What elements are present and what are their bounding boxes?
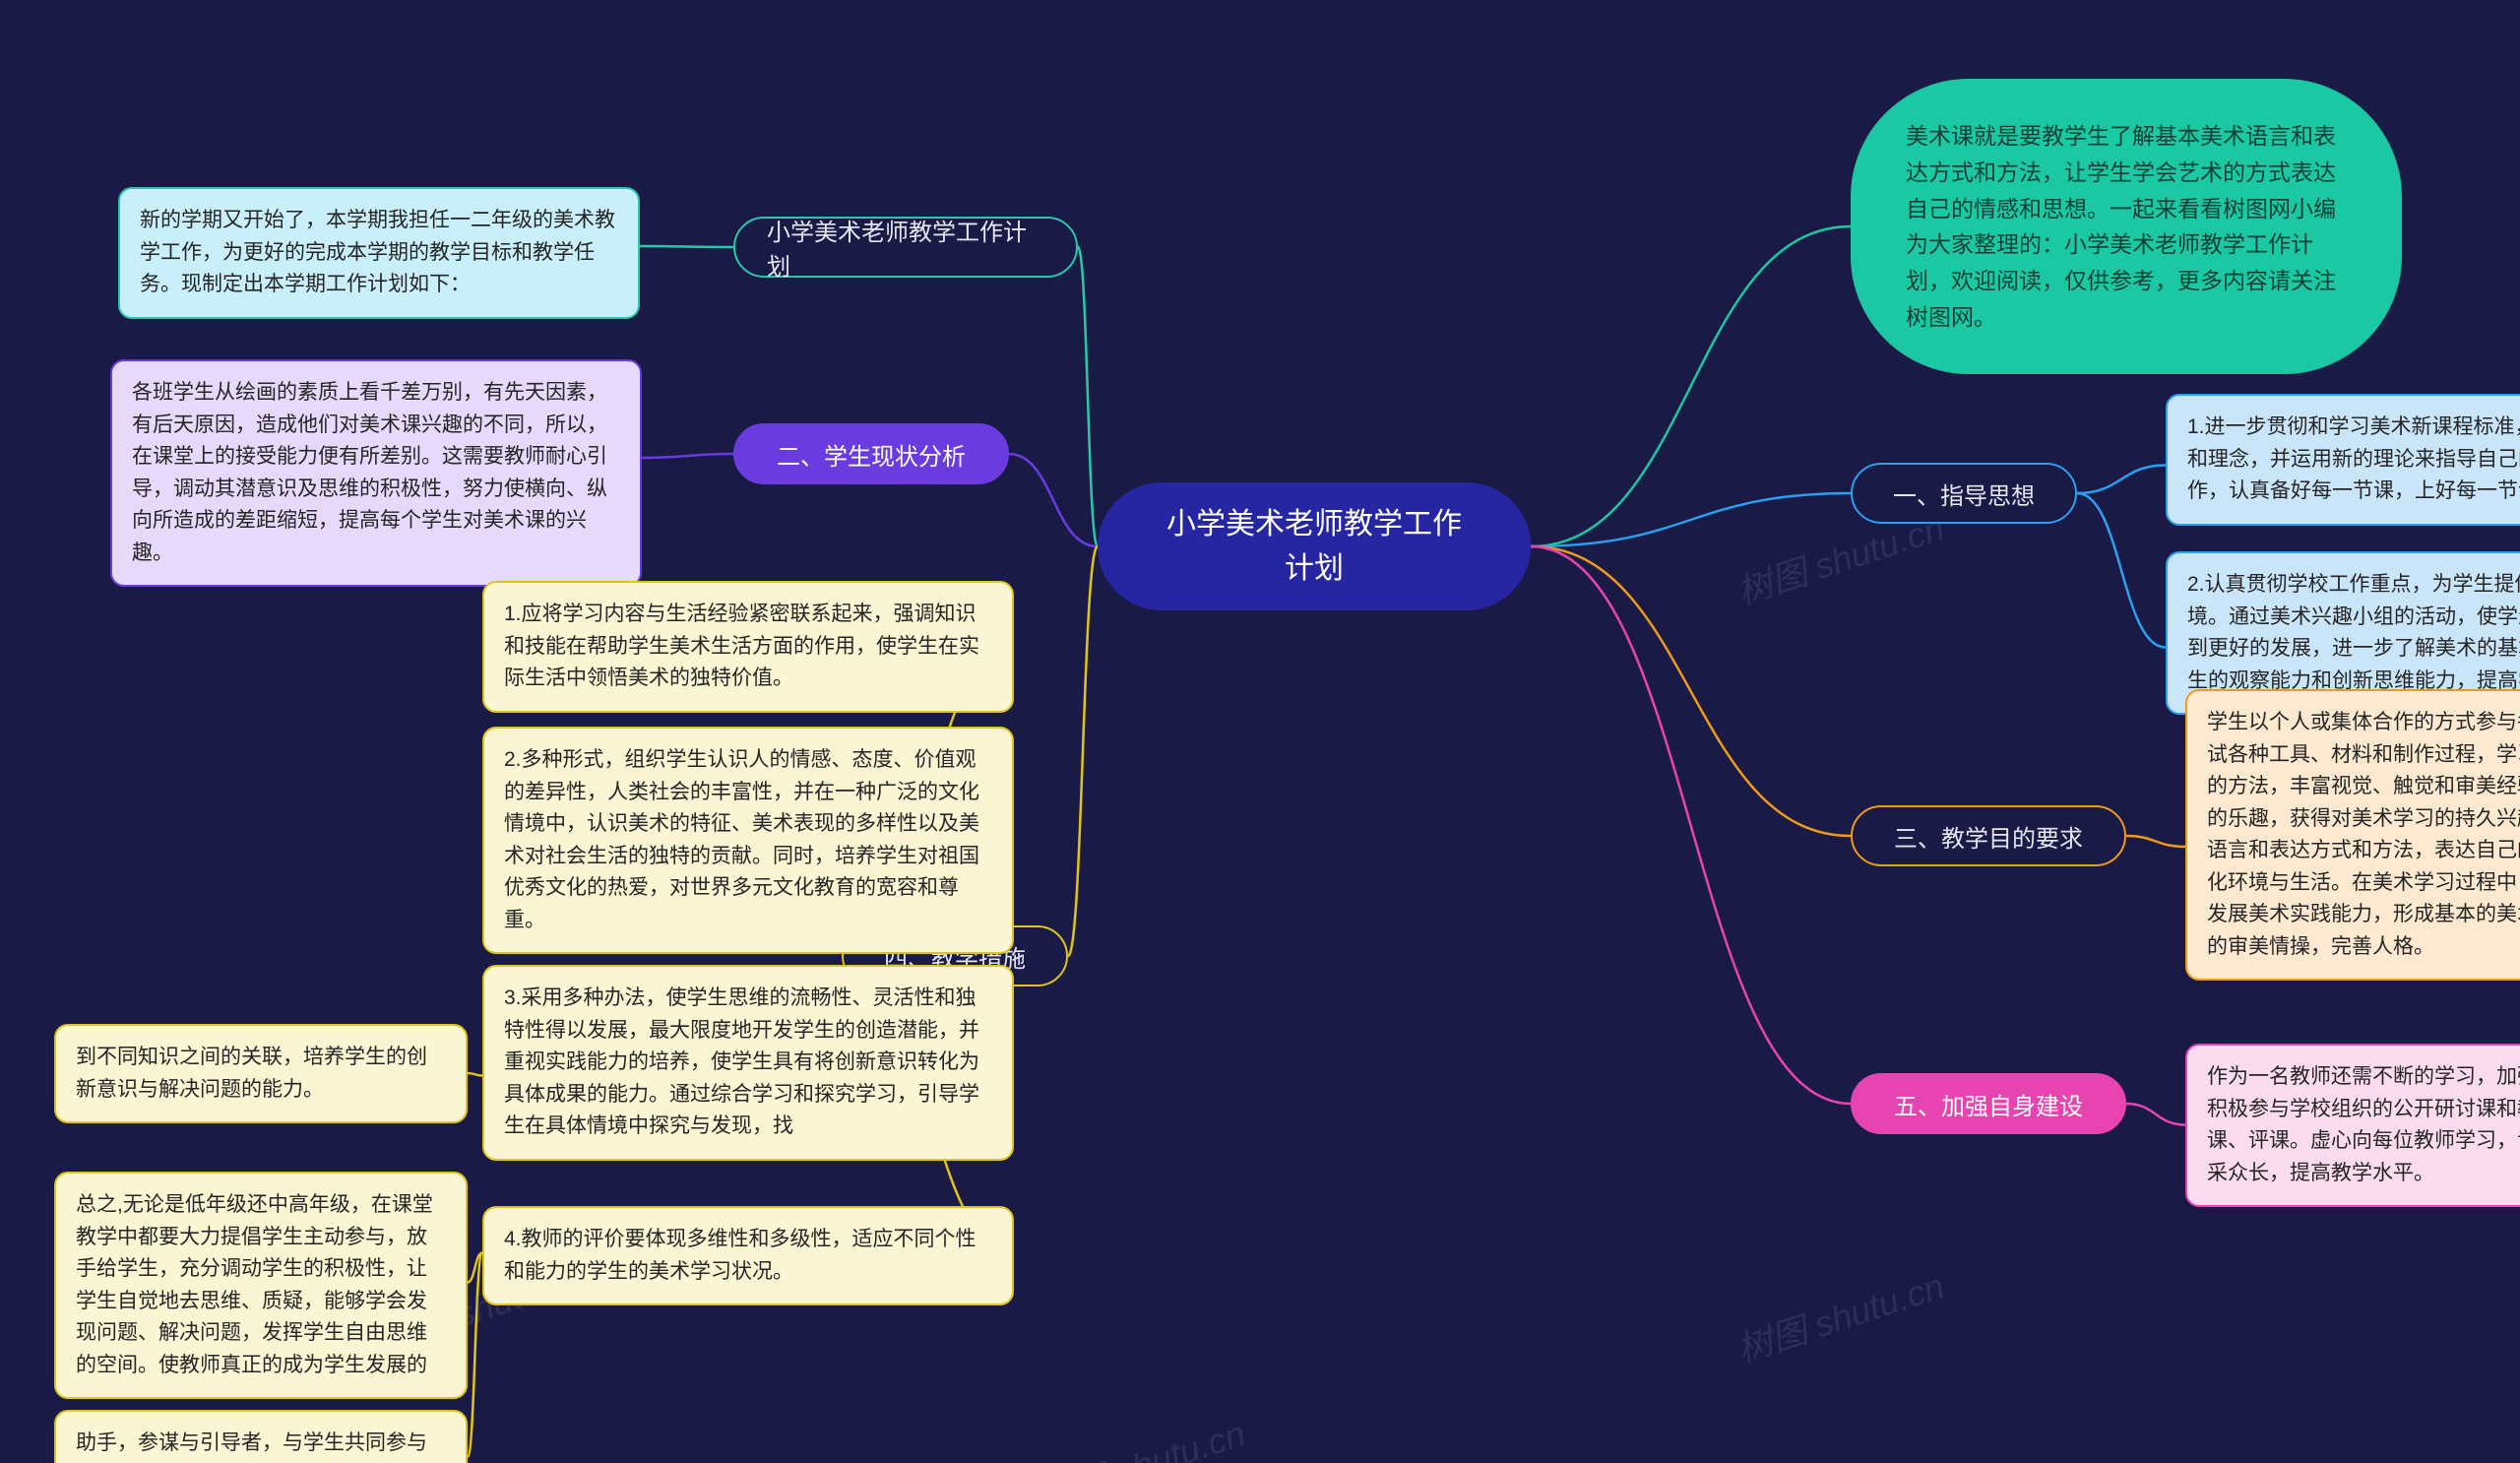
topic-node[interactable]: 三、教学目的要求 — [1851, 805, 2126, 866]
detail-node[interactable]: 新的学期又开始了，本学期我担任一二年级的美术教学工作，为更好的完成本学期的教学目… — [118, 187, 640, 319]
topic-node[interactable]: 五、加强自身建设 — [1851, 1073, 2126, 1134]
topic-node[interactable]: 小学美术老师教学工作计划 — [733, 217, 1078, 278]
center-node[interactable]: 小学美术老师教学工作计划 — [1098, 482, 1531, 610]
detail-node[interactable]: 3.采用多种办法，使学生思维的流畅性、灵活性和独特性得以发展，最大限度地开发学生… — [482, 965, 1014, 1161]
detail-node[interactable]: 作为一名教师还需不断的学习，加强自己自身建设，积极参与学校组织的公开研讨课和教研… — [2185, 1044, 2520, 1207]
mindmap-canvas: 树图 shutu.cn树图 shutu.cn树图 shutu.cn树图 shut… — [0, 0, 2520, 1463]
detail-node[interactable]: 2.多种形式，组织学生认识人的情感、态度、价值观的差异性，人类社会的丰富性，并在… — [482, 727, 1014, 954]
detail-node[interactable]: 4.教师的评价要体现多维性和多级性，适应不同个性和能力的学生的美术学习状况。 — [482, 1206, 1014, 1305]
detail-node[interactable]: 1.进一步贯彻和学习美术新课程标准，更新教学观念和理念，并运用新的理论来指导自己… — [2166, 394, 2520, 526]
topic-node[interactable]: 二、学生现状分析 — [733, 423, 1009, 484]
topic-node[interactable]: 一、指导思想 — [1851, 463, 2077, 524]
detail-node[interactable]: 总之,无论是低年级还中高年级，在课堂教学中都要大力提倡学生主动参与，放手给学生，… — [54, 1172, 468, 1399]
detail-node[interactable]: 各班学生从绘画的素质上看千差万别，有先天因素，有后天原因，造成他们对美术课兴趣的… — [110, 359, 642, 587]
detail-node[interactable]: 到不同知识之间的关联，培养学生的创新意识与解决问题的能力。 — [54, 1024, 468, 1123]
watermark: 树图 shutu.cn — [1031, 1406, 1250, 1463]
detail-node[interactable]: 1.应将学习内容与生活经验紧密联系起来，强调知识和技能在帮助学生美术生活方面的作… — [482, 581, 1014, 713]
topic-node[interactable]: 美术课就是要教学生了解基本美术语言和表达方式和方法，让学生学会艺术的方式表达自己… — [1851, 79, 2402, 374]
detail-node[interactable]: 学生以个人或集体合作的方式参与各种美术活动，尝试各种工具、材料和制作过程，学习美… — [2185, 689, 2520, 981]
detail-node[interactable]: 助手，参谋与引导者，与学生共同参与教学过程，共同研究、探索、解决疑难。 — [54, 1410, 468, 1463]
watermark: 树图 shutu.cn — [1730, 1258, 1949, 1373]
